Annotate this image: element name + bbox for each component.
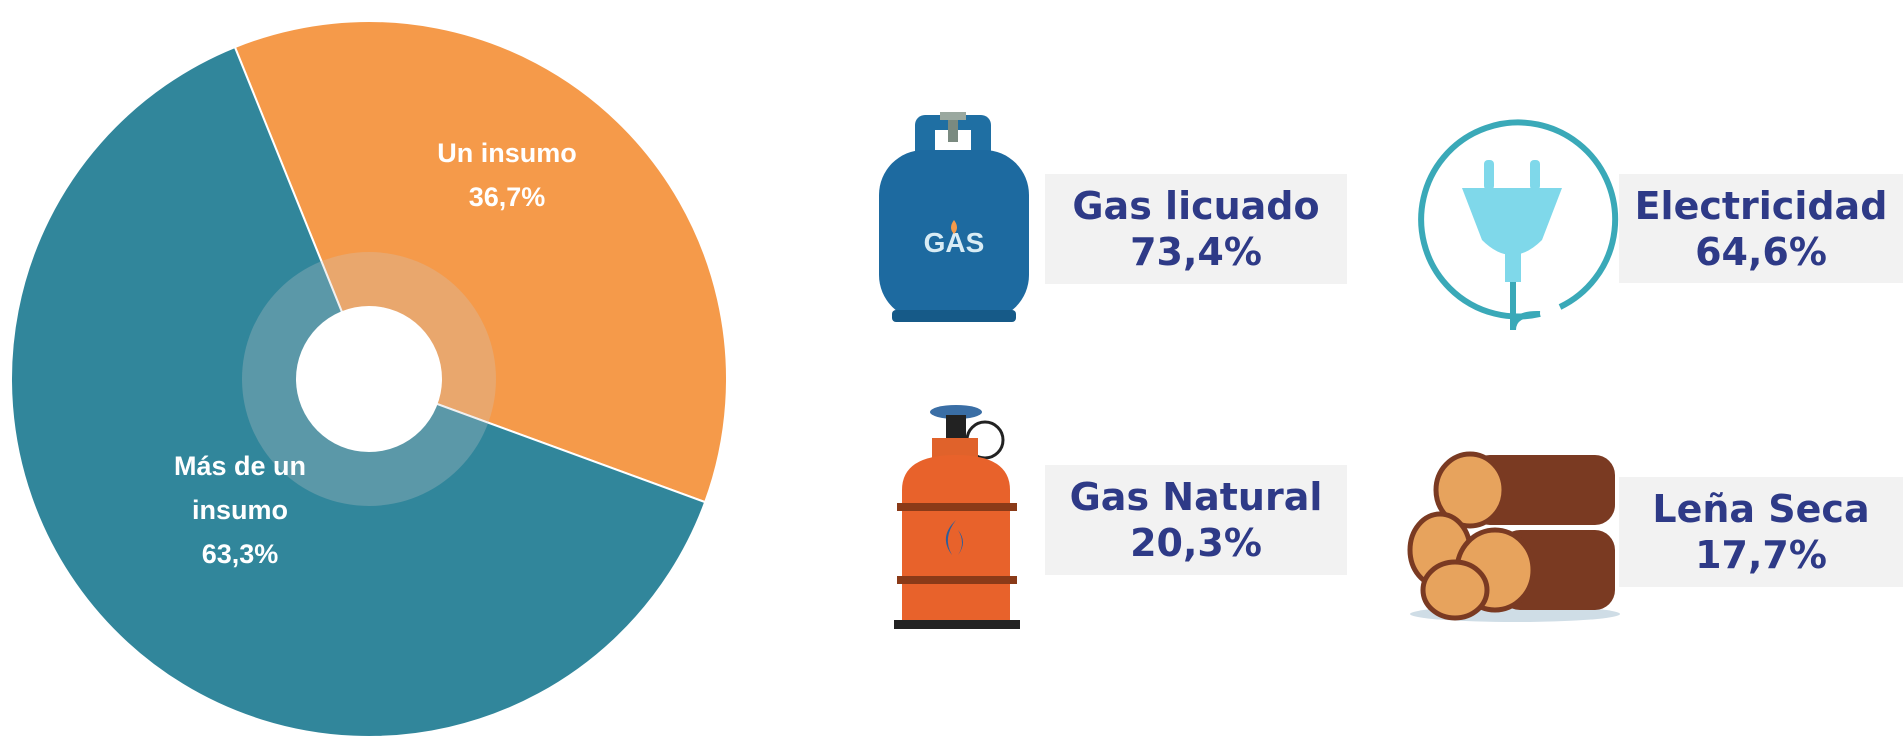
- gas-cylinder-icon: GAS: [879, 112, 1029, 322]
- fuel-value: 64,6%: [1619, 229, 1903, 275]
- chart: GAS: [0, 0, 1903, 750]
- fuel-label: Gas licuado: [1045, 183, 1347, 229]
- fuel-box: Gas Natural 20,3%: [1045, 465, 1347, 575]
- firewood-icon: [1410, 454, 1620, 622]
- plug-head: [1462, 160, 1562, 282]
- natural-gas-icon: [894, 405, 1020, 629]
- fuel-label: Electricidad: [1619, 183, 1903, 229]
- fuel-box: Gas licuado 73,4%: [1045, 174, 1347, 284]
- slice-category: Un insumo: [422, 131, 592, 175]
- fuel-label: Gas Natural: [1045, 474, 1347, 520]
- pie: [11, 21, 727, 737]
- fuel-label: Leña Seca: [1619, 486, 1903, 532]
- slice-category: Más de un insumo: [155, 444, 325, 532]
- fuel-box: Leña Seca 17,7%: [1619, 477, 1903, 587]
- fuel-value: 17,7%: [1619, 532, 1903, 578]
- fuel-box: Electricidad 64,6%: [1619, 174, 1903, 283]
- fuel-value: 73,4%: [1045, 229, 1347, 275]
- page: GAS Gas licuado 73,4% Electricidad 64: [0, 0, 1903, 750]
- donut-hole: [296, 306, 442, 452]
- slice-value: 36,7%: [422, 175, 592, 219]
- slice-value: 63,3%: [155, 532, 325, 576]
- fuel-value: 20,3%: [1045, 520, 1347, 566]
